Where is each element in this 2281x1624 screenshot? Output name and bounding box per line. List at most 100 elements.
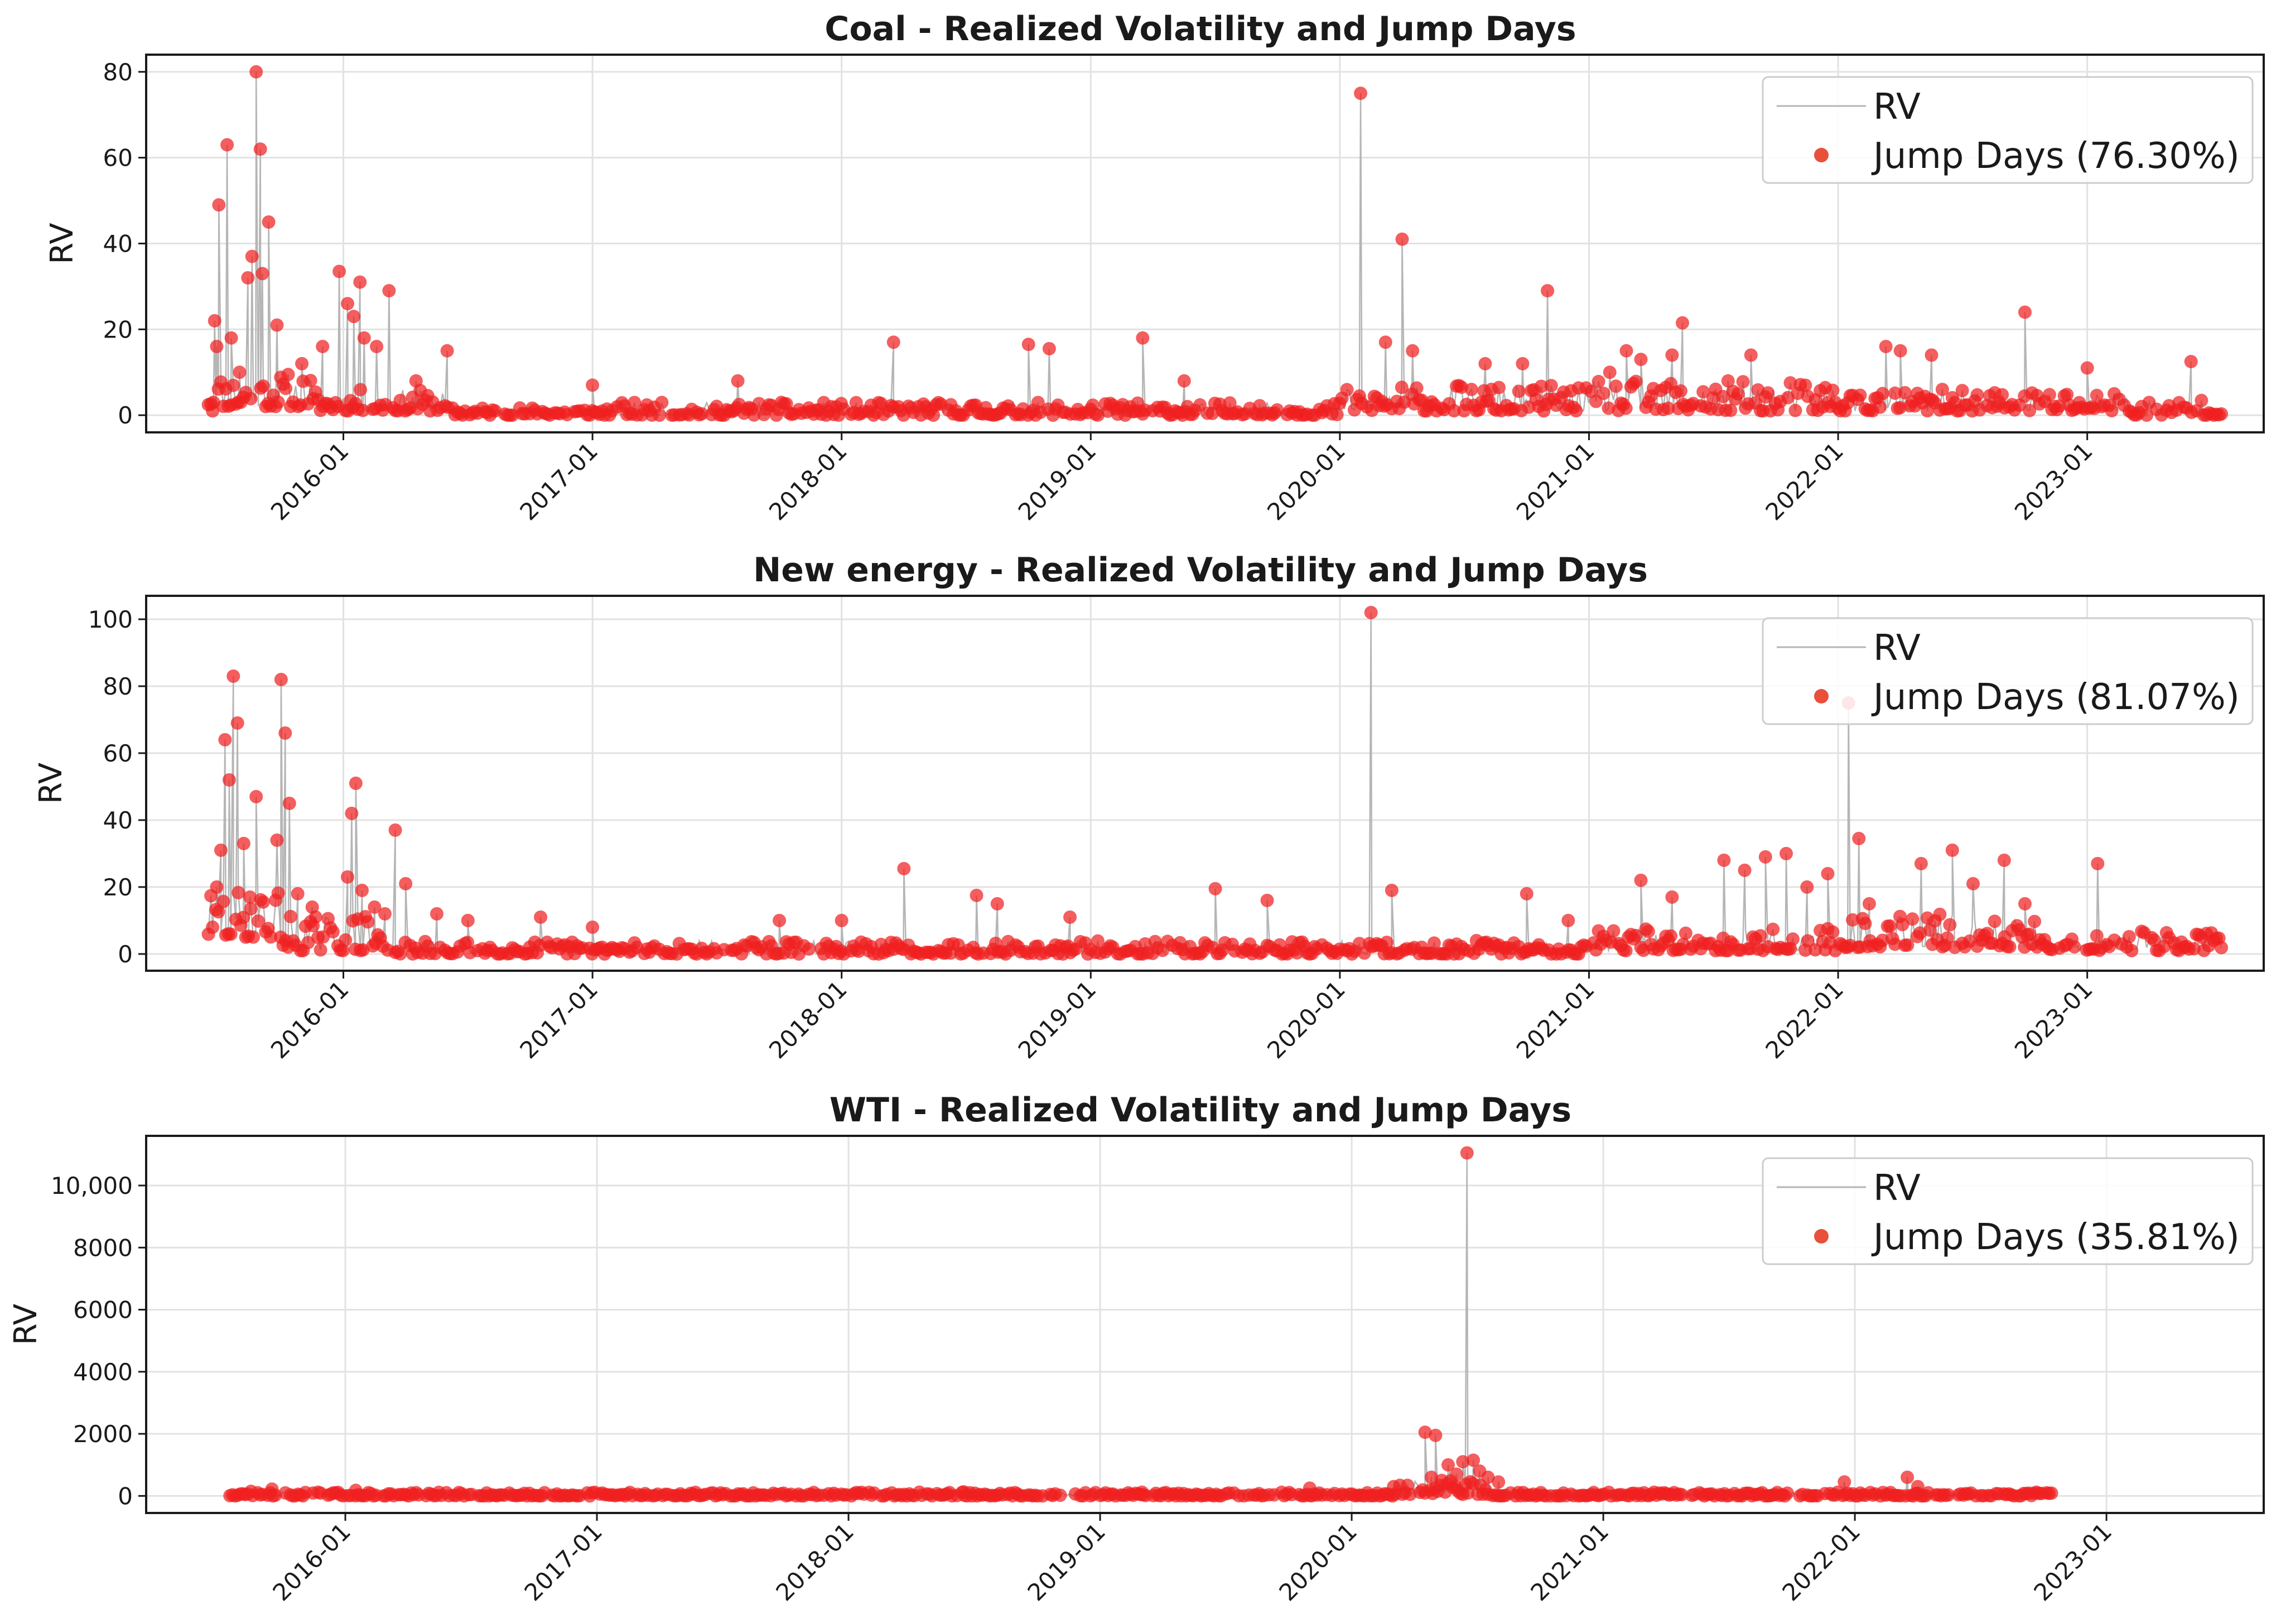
jump-day-point [345,807,359,820]
jump-day-point [241,271,255,285]
jump-day-point [356,403,370,417]
jump-day-point [264,930,278,944]
jump-day-point [1935,383,1949,397]
jump-day-point [1260,894,1274,907]
jump-day-point [2147,933,2161,947]
jump-day-point [1629,374,1643,388]
jump-day-point [211,905,225,919]
jump-day-point [341,870,354,884]
jump-day-point [1664,929,1678,943]
jump-day-point [368,900,382,914]
jump-day-point [281,368,295,382]
y-tick-label: 6000 [73,1297,133,1324]
jump-day-point [1744,348,1758,362]
jump-day-point [274,673,288,686]
jump-day-point [1584,384,1598,398]
jump-day-point [1853,388,1867,402]
jump-day-point [244,392,258,406]
axes-frame [145,1135,2265,1514]
legend: RV Jump Days (76.30%) [1762,76,2254,184]
jump-day-point [1838,1475,1851,1489]
jump-day-point [256,379,270,393]
jump-day-point [2140,408,2154,422]
y-tick-label: 40 [103,807,133,834]
y-tick-label: 4000 [73,1358,133,1386]
y-tick-label: 60 [103,740,133,767]
jump-day-point [2105,404,2119,418]
y-tick-label: 20 [103,316,133,343]
jump-day-point [284,909,297,923]
jump-day-point [731,374,745,388]
legend-jump-point-swatch [1814,689,1829,703]
jump-day-point [897,862,911,875]
jump-day-point [2090,388,2104,402]
jump-day-point [295,356,309,370]
jump-day-point [1456,1455,1470,1469]
y-tick-label: 0 [118,941,133,968]
y-tick-label: 60 [103,144,133,172]
y-tick-label: 0 [118,402,133,429]
jump-day-point [1661,401,1675,415]
jump-day-point [349,777,363,790]
jump-day-point [224,927,238,941]
jump-day-point [1738,864,1752,877]
jump-day-point [224,331,238,345]
jump-day-point [1696,385,1710,399]
jump-day-point [1534,379,1548,393]
jump-day-point [2195,393,2208,407]
jump-day-point [2187,942,2201,956]
jump-day-point [393,947,407,961]
jump-day-point [339,933,353,947]
y-axis-label: RV [44,223,80,264]
jump-day-point [2215,407,2229,421]
jump-day-point [1427,936,1441,950]
legend: RV Jump Days (35.81%) [1762,1157,2254,1265]
jump-day-point [2018,305,2032,319]
jump-day-point [1609,379,1623,393]
jump-day-point [1406,344,1420,358]
legend-jump-point-swatch [1814,148,1829,162]
jump-day-point [270,833,284,847]
jump-day-point [1330,408,1344,422]
jump-day-point [1418,1425,1432,1439]
y-tick-label: 8000 [73,1234,133,1261]
jump-day-point [1429,1428,1443,1442]
jump-day-point [237,837,250,850]
jump-day-point [1675,1488,1689,1502]
jump-day-point [2023,403,2037,417]
jump-day-point [1270,403,1284,417]
jump-day-point [220,138,234,152]
chart-title: WTI - Realized Volatility and Jump Days [830,1091,1571,1130]
y-tick-label: 10,000 [51,1172,133,1199]
jump-day-point [1914,857,1928,870]
jump-day-point [222,773,236,787]
jump-day-point [773,914,787,927]
jump-day-point [655,396,669,409]
jump-day-point [1665,890,1679,904]
jump-day-point [1223,396,1237,410]
jump-day-point [1447,404,1461,418]
jump-day-point [255,267,269,281]
jump-day-point [1561,914,1575,927]
jump-day-point [355,884,369,897]
jump-day-point [1875,933,1889,947]
jump-day-point [1619,944,1633,957]
jump-day-point [1781,1486,1795,1500]
jump-day-point [1403,1487,1417,1501]
jump-day-point [278,726,292,740]
jump-day-point [849,396,863,409]
jump-day-point [341,297,354,311]
jump-day-point [1460,1146,1474,1160]
jump-day-point [1906,912,1920,926]
legend-box [1762,1157,2254,1265]
jump-day-point [1997,854,2011,867]
jump-day-point [378,907,392,921]
jump-day-point [2090,929,2104,943]
jump-day-point [1826,925,1840,939]
jump-day-point [279,382,293,396]
jump-day-point [1761,386,1775,400]
jump-day-point [353,275,367,289]
jump-day-point [393,393,407,407]
jump-day-point [461,936,475,950]
